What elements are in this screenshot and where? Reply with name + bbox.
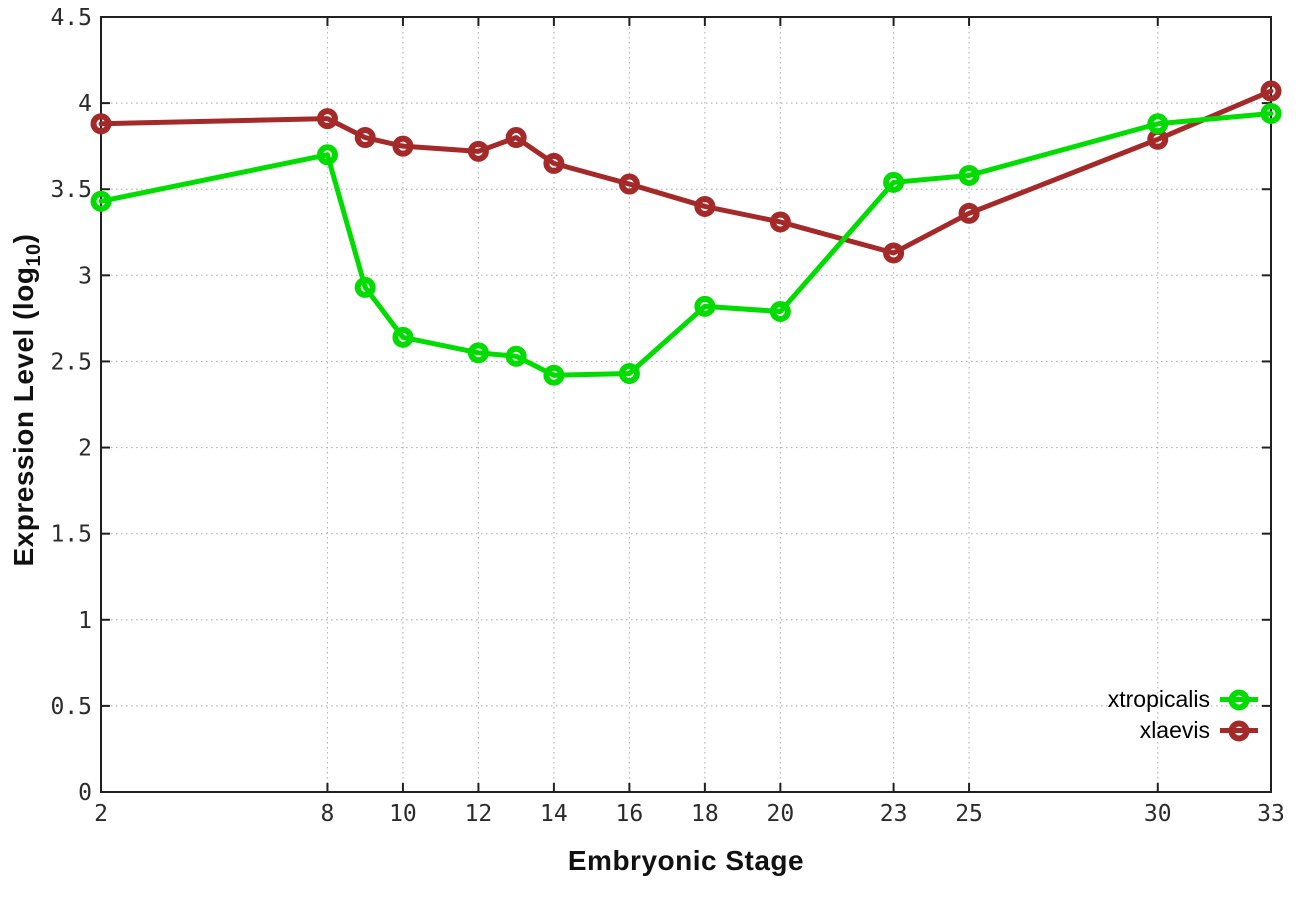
xtropicalis-point xyxy=(543,364,565,386)
y-tick-label: 2.5 xyxy=(50,349,92,375)
y-tick-label: 0 xyxy=(78,780,92,806)
y-tick-label: 4.5 xyxy=(50,5,92,31)
xtropicalis-point xyxy=(769,301,791,322)
y-axis-title: Expression Level (log10) xyxy=(8,234,46,567)
x-tick-label: 12 xyxy=(465,801,493,827)
xlaevis-marker-icon xyxy=(1220,719,1258,743)
plot-border xyxy=(100,16,1272,793)
xtropicalis-point xyxy=(354,276,376,298)
y-axis-title-subscript: 10 xyxy=(22,243,45,267)
legend-label-xlaevis: xlaevis xyxy=(1139,717,1210,743)
xtropicalis-point xyxy=(90,190,112,212)
xlaevis-point xyxy=(694,195,716,217)
xtropicalis-point xyxy=(958,164,980,186)
xlaevis-point xyxy=(90,113,112,135)
xlaevis-point xyxy=(1260,80,1282,102)
xtropicalis-point xyxy=(392,326,414,348)
x-tick-label: 2 xyxy=(94,801,108,827)
x-tick-label: 20 xyxy=(767,801,795,827)
xlaevis-point xyxy=(505,127,527,149)
x-tick-label: 33 xyxy=(1257,801,1285,827)
xlaevis-point xyxy=(392,135,414,157)
x-tick-label: 14 xyxy=(540,801,568,827)
legend-item-xlaevis: xlaevis xyxy=(1108,715,1258,746)
xlaevis-point xyxy=(543,152,565,174)
y-tick-label: 4 xyxy=(78,91,92,117)
y-axis-title-suffix: ) xyxy=(8,233,40,244)
xtropicalis-point xyxy=(618,363,640,384)
y-axis-title-text: Expression Level (log xyxy=(8,266,40,567)
xtropicalis-point xyxy=(467,342,489,364)
y-tick-label: 0.5 xyxy=(50,694,92,720)
y-tick-label: 2 xyxy=(78,436,92,462)
xtropicalis-line xyxy=(98,110,1274,378)
xtropicalis-point xyxy=(1147,113,1169,135)
x-tick-label: 30 xyxy=(1144,801,1172,827)
xtropicalis-point xyxy=(1260,102,1282,124)
xtropicalis-point xyxy=(883,171,905,193)
x-tick-label: 10 xyxy=(389,801,417,827)
xlaevis-point xyxy=(316,108,338,130)
xlaevis-line xyxy=(98,88,1274,256)
xtropicalis-marker-icon xyxy=(1220,688,1258,712)
xlaevis-point xyxy=(618,173,640,195)
x-axis-title: Embryonic Stage xyxy=(567,845,805,876)
y-tick-label: 1.5 xyxy=(50,522,92,548)
xlaevis-point xyxy=(958,202,980,224)
legend: xtropicalis xlaevis xyxy=(1108,684,1258,746)
legend-item-xtropicalis: xtropicalis xyxy=(1108,684,1258,715)
xtropicalis-point xyxy=(694,295,716,317)
xlaevis-point xyxy=(354,127,376,149)
y-tick-label: 3.5 xyxy=(50,177,92,203)
x-tick-label: 18 xyxy=(691,801,719,827)
xlaevis-point xyxy=(769,211,791,233)
xtropicalis-point xyxy=(505,345,527,367)
x-tick-label: 23 xyxy=(880,801,908,827)
xlaevis-point xyxy=(467,140,489,162)
x-tick-label: 16 xyxy=(616,801,644,827)
x-tick-label: 25 xyxy=(955,801,983,827)
y-tick-label: 3 xyxy=(78,263,92,289)
y-tick-label: 1 xyxy=(78,608,92,634)
legend-label-xtropicalis: xtropicalis xyxy=(1107,686,1210,712)
xtropicalis-point xyxy=(316,144,338,166)
x-tick-label: 8 xyxy=(321,801,335,827)
xlaevis-point xyxy=(883,242,905,264)
